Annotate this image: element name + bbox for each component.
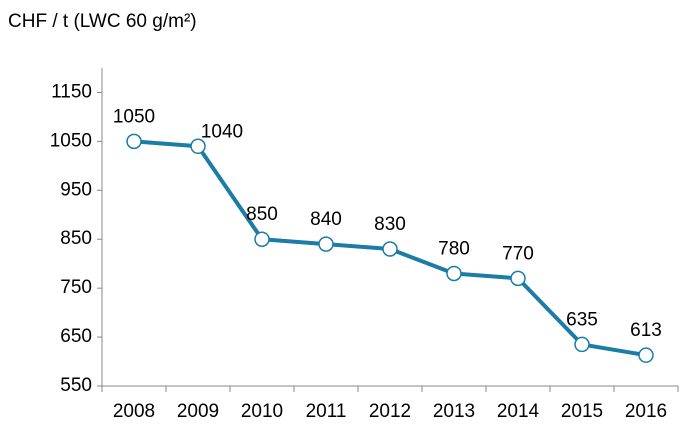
x-tick-label: 2011 bbox=[306, 401, 347, 422]
marker bbox=[446, 265, 462, 282]
x-tick-label: 2009 bbox=[177, 401, 219, 422]
data-label: 770 bbox=[502, 243, 534, 264]
marker bbox=[574, 336, 590, 353]
marker bbox=[190, 138, 206, 155]
x-tick-label: 2008 bbox=[113, 401, 155, 422]
y-tick-label: 1050 bbox=[50, 130, 92, 151]
chart-title: CHF / t (LWC 60 g/m²) bbox=[8, 11, 197, 32]
x-tick-label: 2010 bbox=[241, 401, 283, 422]
data-label: 850 bbox=[246, 204, 278, 225]
marker bbox=[510, 270, 526, 287]
data-label: 1040 bbox=[201, 121, 243, 142]
marker bbox=[638, 347, 654, 363]
y-tick-label: 1150 bbox=[51, 81, 92, 102]
y-tick-label: 550 bbox=[60, 375, 92, 396]
marker bbox=[126, 133, 142, 150]
data-label: 830 bbox=[374, 214, 406, 235]
data-label: 780 bbox=[438, 238, 470, 259]
y-tick-label: 850 bbox=[60, 228, 92, 249]
data-label: 840 bbox=[310, 209, 342, 230]
data-label: 613 bbox=[630, 320, 662, 341]
marker bbox=[254, 231, 270, 247]
y-tick-label: 950 bbox=[60, 179, 92, 200]
x-tick-label: 2013 bbox=[433, 401, 475, 422]
x-tick-label: 2016 bbox=[625, 401, 667, 422]
data-label: 635 bbox=[566, 309, 598, 330]
x-tick-label: 2012 bbox=[369, 401, 411, 422]
x-tick-label: 2015 bbox=[561, 401, 603, 422]
y-tick-label: 650 bbox=[60, 326, 92, 347]
marker bbox=[382, 241, 398, 257]
y-tick-label: 750 bbox=[60, 277, 92, 298]
marker bbox=[318, 236, 334, 252]
x-tick-label: 2014 bbox=[497, 401, 540, 422]
data-label: 1050 bbox=[113, 106, 155, 127]
